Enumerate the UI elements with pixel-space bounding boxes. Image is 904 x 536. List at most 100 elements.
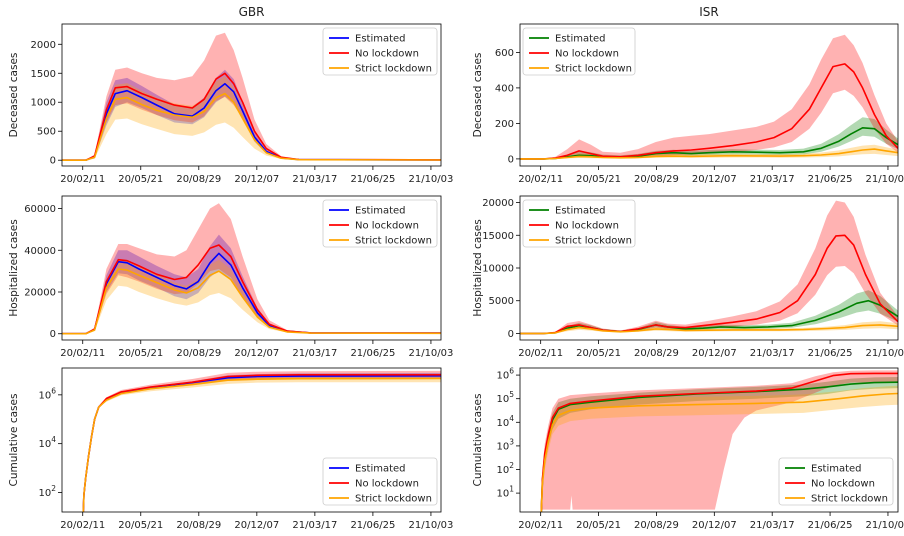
series-line-strict-lockdown bbox=[62, 92, 441, 161]
x-tick-label: 20/05/21 bbox=[118, 174, 163, 185]
chart-panel-isr-deceased: ISR 0 200 400 600 20/02/11 20/05/21 20/08/29 20/… bbox=[472, 5, 904, 185]
y-tick-label: 102 bbox=[496, 461, 514, 476]
y-tick-exponent: 2 bbox=[509, 461, 514, 470]
legend-label: No lockdown bbox=[555, 221, 619, 232]
confidence-band-strict-lockdown bbox=[541, 385, 898, 512]
x-tick-label: 21/06/25 bbox=[350, 520, 395, 531]
x-tick-label: 20/02/11 bbox=[518, 174, 563, 185]
x-tick-label: 20/05/21 bbox=[118, 520, 163, 531]
series-line-estimated bbox=[62, 252, 441, 335]
x-tick-label: 21/03/17 bbox=[292, 520, 337, 531]
chart-panel-gbr-hospitalized: 0 20000 40000 60000 20/02/11 20/05/21 20/08/29… bbox=[8, 195, 453, 359]
y-tick-label: 5000 bbox=[489, 296, 514, 307]
y-tick-label: 103 bbox=[496, 437, 514, 452]
y-tick-label: 105 bbox=[496, 390, 514, 405]
chart-panel-gbr-cumulative: 102 104 106 20/02/11 20/05/21 20/08/29 20/12/0… bbox=[8, 367, 453, 531]
legend-label: Strict lockdown bbox=[355, 64, 432, 75]
series-line-estimated bbox=[520, 127, 898, 160]
plot-area bbox=[62, 203, 441, 335]
y-tick-label: 0 bbox=[50, 156, 56, 167]
y-axis-label: Deceased cases bbox=[8, 53, 20, 138]
x-tick-label: 20/12/07 bbox=[234, 348, 279, 359]
series-line-strict-lockdown bbox=[540, 392, 898, 512]
legend-box bbox=[322, 199, 438, 248]
x-tick-label: 21/03/17 bbox=[292, 348, 337, 359]
legend-label: Strict lockdown bbox=[355, 494, 432, 505]
x-tick-label: 21/10/03 bbox=[408, 174, 453, 185]
series-line-estimated bbox=[520, 299, 898, 335]
legend: Estimated No lockdown Strict lockdown bbox=[322, 199, 438, 248]
x-tick-label: 20/05/21 bbox=[118, 348, 163, 359]
series-line-no-lockdown bbox=[540, 372, 898, 512]
plot-area bbox=[540, 370, 898, 512]
series-line-estimated bbox=[62, 82, 441, 161]
x-tick-label: 21/10/03 bbox=[865, 520, 904, 531]
x-tick-label: 21/06/25 bbox=[350, 174, 395, 185]
x-tick-label: 20/08/29 bbox=[634, 348, 679, 359]
x-tick-label: 21/10/03 bbox=[865, 174, 904, 185]
x-tick-label: 21/03/17 bbox=[292, 174, 337, 185]
legend: Estimated No lockdown Strict lockdown bbox=[322, 27, 438, 76]
y-tick-label: 15000 bbox=[482, 231, 514, 242]
confidence-band-strict-lockdown bbox=[520, 321, 898, 334]
legend-label: No lockdown bbox=[355, 221, 419, 232]
legend-label: Estimated bbox=[811, 464, 862, 475]
x-tick-label: 21/03/17 bbox=[750, 348, 795, 359]
y-tick-label: 40000 bbox=[24, 246, 56, 257]
y-tick-label: 106 bbox=[38, 386, 56, 401]
legend-label: No lockdown bbox=[811, 479, 875, 490]
x-tick-label: 21/03/17 bbox=[750, 174, 795, 185]
legend-box bbox=[522, 27, 636, 76]
series-line-strict-lockdown bbox=[62, 268, 441, 335]
chart-title-gbr-deceased: GBR bbox=[239, 5, 265, 19]
legend: Estimated No lockdown Strict lockdown bbox=[522, 27, 636, 76]
legend: Estimated No lockdown Strict lockdown bbox=[522, 199, 636, 248]
series-line-no-lockdown bbox=[520, 63, 898, 160]
x-tick-label: 20/12/07 bbox=[692, 348, 737, 359]
x-tick-label: 20/12/07 bbox=[234, 520, 279, 531]
y-tick-exponent: 3 bbox=[509, 437, 514, 446]
legend-box bbox=[322, 457, 438, 506]
series-line-no-lockdown bbox=[62, 244, 441, 335]
x-tick-label: 21/10/03 bbox=[408, 348, 453, 359]
x-tick-label: 20/08/29 bbox=[176, 174, 221, 185]
y-tick-label: 0 bbox=[50, 329, 56, 340]
y-tick-label: 400 bbox=[495, 83, 514, 94]
legend-label: Strict lockdown bbox=[555, 236, 632, 247]
y-tick-label: 2000 bbox=[31, 40, 56, 51]
y-axis-label: Cumulative cases bbox=[8, 394, 20, 487]
y-tick-label: 1500 bbox=[31, 69, 56, 80]
legend-label: Estimated bbox=[355, 34, 406, 45]
x-tick-label: 20/05/21 bbox=[576, 348, 621, 359]
y-tick-label: 200 bbox=[495, 119, 514, 130]
legend: Estimated No lockdown Strict lockdown bbox=[778, 457, 894, 506]
y-axis-label: Deceased cases bbox=[472, 53, 484, 138]
x-tick-label: 20/02/11 bbox=[518, 348, 563, 359]
y-tick-label: 102 bbox=[38, 484, 56, 499]
x-tick-label: 21/06/25 bbox=[350, 348, 395, 359]
confidence-band-no-lockdown bbox=[520, 200, 898, 334]
chart-panel-gbr-deceased: GBR 0 500 1000 1500 2000 20/02/11 20/05/21 20/08… bbox=[8, 5, 453, 185]
y-tick-exponent: 5 bbox=[509, 390, 514, 399]
chart-panel-isr-cumulative: 101 102 103 104 105 106 20/02/11 20/05/21 20/08/… bbox=[472, 367, 904, 531]
plot-area bbox=[62, 32, 441, 161]
x-tick-label: 20/05/21 bbox=[576, 174, 621, 185]
x-tick-label: 21/06/25 bbox=[808, 520, 853, 531]
y-tick-label: 600 bbox=[495, 48, 514, 59]
y-tick-label: 0 bbox=[508, 329, 514, 340]
legend-label: Strict lockdown bbox=[811, 494, 888, 505]
series-line-strict-lockdown bbox=[520, 324, 898, 335]
y-tick-label: 10000 bbox=[482, 264, 514, 275]
axes-frame bbox=[61, 195, 442, 341]
y-tick-label: 0 bbox=[508, 154, 514, 165]
x-tick-label: 21/10/03 bbox=[865, 348, 904, 359]
legend-label: No lockdown bbox=[355, 49, 419, 60]
x-tick-label: 21/06/25 bbox=[808, 348, 853, 359]
y-tick-label: 60000 bbox=[24, 204, 56, 215]
x-tick-label: 20/02/11 bbox=[60, 348, 105, 359]
legend-box bbox=[522, 199, 636, 248]
x-tick-label: 20/08/29 bbox=[634, 520, 679, 531]
y-tick-exponent: 1 bbox=[509, 485, 514, 494]
chart-title-isr-deceased: ISR bbox=[699, 5, 719, 19]
y-axis-label: Cumulative cases bbox=[472, 394, 484, 487]
